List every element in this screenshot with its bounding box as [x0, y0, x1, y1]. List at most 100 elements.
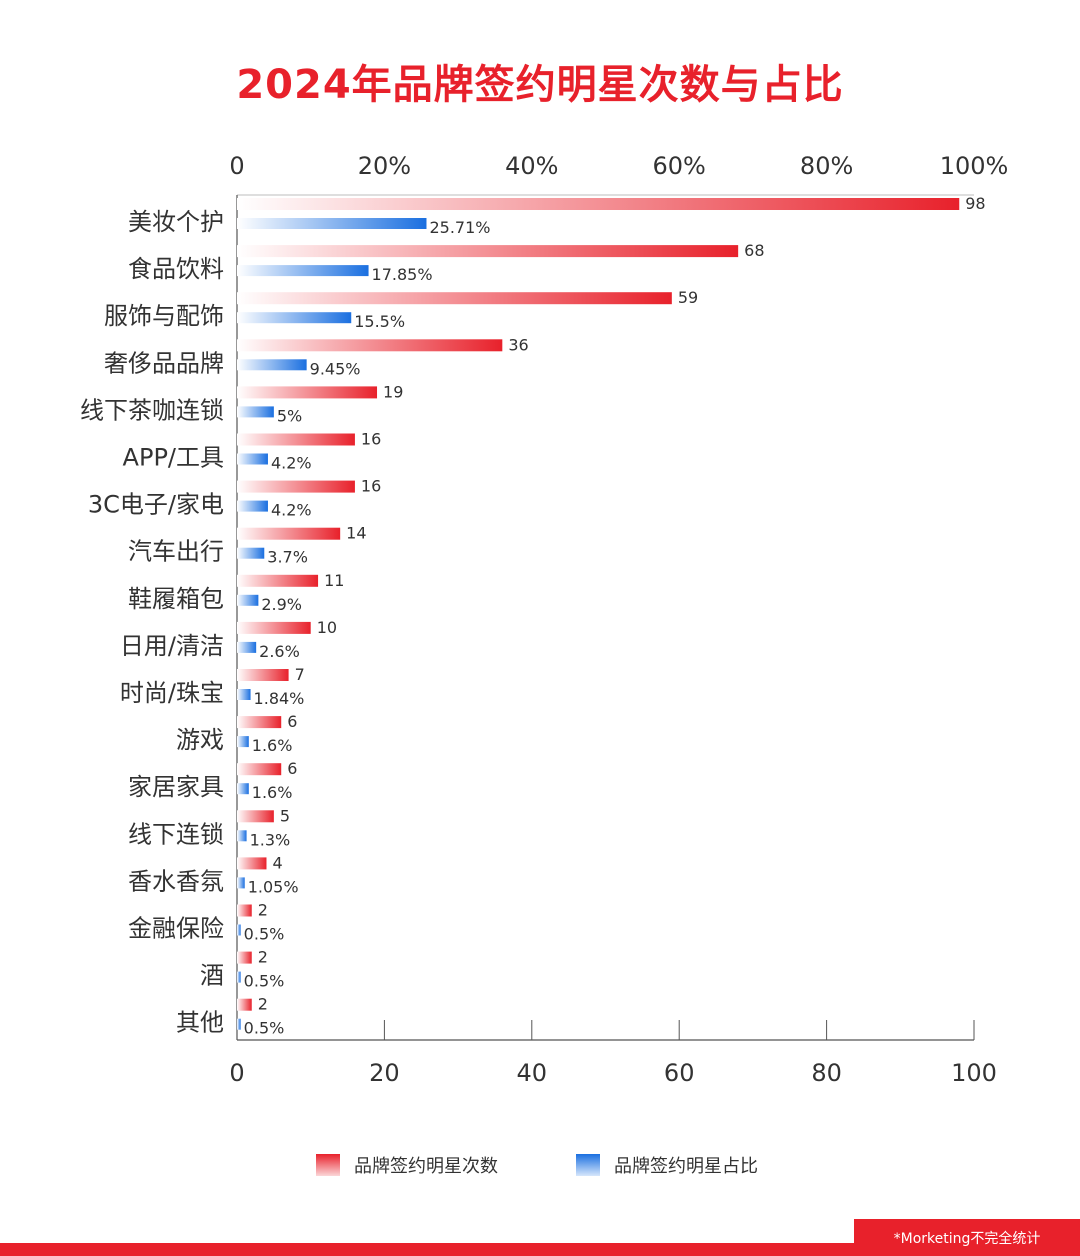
legend-swatch-count [316, 1154, 340, 1176]
share-bar [237, 877, 245, 889]
count-bar [237, 433, 355, 446]
legend-label-count: 品牌签约明星次数 [354, 1156, 498, 1177]
count-bar [237, 669, 289, 681]
share-bar [237, 453, 268, 465]
top-tick-label: 80% [800, 152, 853, 180]
count-value-label: 6 [287, 712, 297, 731]
category-label: 其他 [176, 1009, 224, 1037]
count-bar [237, 198, 960, 210]
category-label: 家居家具 [128, 773, 224, 801]
category-label: 食品饮料 [128, 255, 224, 283]
count-value-label: 59 [678, 288, 698, 307]
share-bar [237, 359, 307, 371]
top-tick-label: 0 [229, 152, 244, 180]
share-bar [237, 736, 249, 748]
share-bar [237, 594, 259, 606]
share-value-label: 3.7% [267, 548, 308, 567]
share-value-label: 1.3% [250, 830, 291, 849]
count-bar [237, 292, 672, 305]
footnote: *Morketing不完全统计 [854, 1219, 1080, 1256]
count-value-label: 5 [280, 806, 290, 825]
bottom-tick-label: 60 [664, 1059, 695, 1087]
category-label: 奢侈品品牌 [104, 349, 224, 377]
share-bar [237, 500, 268, 512]
count-value-label: 6 [287, 759, 297, 778]
count-value-label: 16 [361, 477, 381, 496]
share-value-label: 17.85% [372, 265, 433, 284]
share-value-label: 15.5% [354, 312, 405, 331]
top-tick-label: 60% [653, 152, 706, 180]
count-value-label: 11 [324, 571, 344, 590]
share-value-label: 0.5% [244, 1019, 285, 1038]
bottom-tick-label: 80 [811, 1059, 842, 1087]
count-bar [237, 574, 319, 587]
top-tick-label: 100% [940, 152, 1009, 180]
bottom-tick-label: 40 [517, 1059, 548, 1087]
count-value-label: 2 [258, 901, 268, 920]
legend-label-share: 品牌签约明星占比 [614, 1156, 758, 1177]
share-bar [237, 265, 369, 277]
category-label: 金融保险 [128, 915, 224, 943]
share-value-label: 1.6% [252, 736, 293, 755]
count-bar [237, 904, 252, 917]
top-tick-label: 40% [505, 152, 558, 180]
count-bar [237, 339, 503, 352]
count-value-label: 2 [258, 948, 268, 967]
share-value-label: 2.9% [261, 595, 302, 614]
count-bar [237, 857, 267, 870]
share-bar [237, 783, 249, 795]
share-bar [237, 312, 352, 324]
category-label: 线下茶咖连锁 [80, 396, 224, 424]
category-label: 线下连锁 [128, 820, 224, 848]
share-value-label: 1.6% [252, 783, 293, 802]
top-tick-label: 20% [358, 152, 411, 180]
bottom-tick-label: 20 [369, 1059, 400, 1087]
count-bar [237, 998, 252, 1011]
count-bar [237, 763, 282, 776]
count-value-label: 36 [508, 335, 528, 354]
count-value-label: 4 [272, 853, 282, 872]
category-label: 汽车出行 [128, 538, 224, 566]
share-value-label: 2.6% [259, 642, 300, 661]
share-bar [237, 218, 427, 229]
share-value-label: 9.45% [310, 359, 361, 378]
count-bar [237, 810, 274, 823]
category-label: 服饰与配饰 [104, 302, 224, 330]
legend-swatch-share [576, 1154, 600, 1176]
bottom-band [0, 1243, 1080, 1256]
count-value-label: 16 [361, 430, 381, 449]
count-value-label: 98 [965, 194, 985, 213]
legend-item-share: 品牌签约明星占比 [576, 1152, 758, 1178]
category-label: 酒 [200, 962, 224, 990]
share-bar [237, 830, 247, 842]
share-value-label: 5% [277, 406, 302, 425]
count-value-label: 14 [346, 524, 366, 543]
share-value-label: 1.05% [248, 877, 299, 896]
share-value-label: 4.2% [271, 501, 312, 520]
bar-chart: 0 20 40 60 80 100 0 20% 40% 60% 80% 100% 美妆个护 98 25.7… [80, 152, 1009, 1087]
count-value-label: 19 [383, 382, 403, 401]
category-label: APP/工具 [123, 444, 224, 472]
share-value-label: 0.5% [244, 925, 285, 944]
share-bar [237, 641, 257, 653]
share-value-label: 4.2% [271, 454, 312, 473]
share-bar [237, 406, 274, 418]
share-bar [237, 689, 251, 700]
chart-title: 2024年品牌签约明星次数与占比 [236, 62, 844, 108]
share-value-label: 0.5% [244, 972, 285, 991]
count-bar [237, 621, 311, 634]
share-value-label: 1.84% [254, 689, 305, 708]
bottom-tick-label: 100 [951, 1059, 997, 1087]
category-label: 3C电子/家电 [88, 491, 224, 519]
count-bar [237, 527, 341, 540]
category-label: 游戏 [176, 726, 224, 754]
category-label: 日用/清洁 [120, 632, 224, 660]
count-bar [237, 480, 355, 493]
count-bar [237, 386, 378, 399]
category-label: 鞋履箱包 [128, 585, 224, 613]
share-value-label: 25.71% [429, 218, 490, 237]
category-label: 时尚/珠宝 [120, 679, 224, 707]
count-value-label: 7 [295, 665, 305, 684]
legend-item-count: 品牌签约明星次数 [316, 1152, 498, 1178]
count-bar [237, 951, 252, 964]
